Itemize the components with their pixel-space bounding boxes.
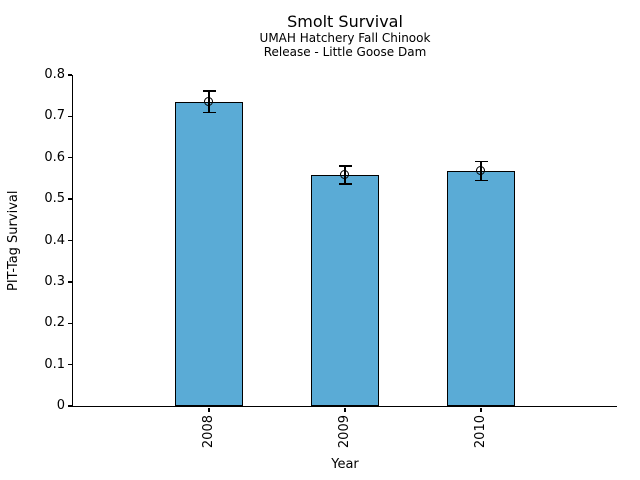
y-tick-mark <box>67 363 72 366</box>
y-tick-mark <box>67 198 72 200</box>
y-tick-mark <box>67 74 72 76</box>
error-bar-cap-bottom <box>202 111 216 114</box>
y-tick-mark <box>67 322 72 324</box>
y-axis: 0 0.1 0.2 0.3 0.4 0.5 0.6 0.7 0.8 <box>0 67 65 413</box>
x-axis: 2008 2009 2010 <box>73 407 617 457</box>
error-bar-cap-top <box>202 90 216 92</box>
error-bar-cap-top <box>338 165 352 167</box>
y-axis-spine <box>71 75 73 408</box>
bar-2009 <box>311 175 379 406</box>
y-tick-mark <box>67 281 72 283</box>
y-tick-label: 0.6 <box>44 149 65 165</box>
x-tick-mark <box>480 408 482 412</box>
y-tick-label: 0.4 <box>44 232 65 248</box>
error-bar-cap-bottom <box>338 183 352 185</box>
x-axis-label: Year <box>331 457 359 472</box>
error-bar-marker <box>204 96 214 106</box>
y-tick-mark <box>67 157 72 159</box>
x-tick-mark <box>344 408 346 412</box>
y-tick-label: 0.7 <box>44 108 65 124</box>
x-axis-spine <box>71 406 617 408</box>
bar-2010 <box>447 171 515 406</box>
error-bar-cap-bottom <box>474 179 488 182</box>
y-tick-mark <box>67 239 72 242</box>
y-tick-label: 0.3 <box>44 273 65 289</box>
x-tick-label: 2008 <box>200 415 216 449</box>
chart-title: Smolt Survival <box>287 12 403 31</box>
y-tick-label: 0.8 <box>44 67 65 82</box>
error-bar-marker <box>340 170 350 180</box>
x-tick-mark <box>208 408 210 412</box>
x-tick-label: 2009 <box>336 415 352 449</box>
y-tick-label: 0 <box>56 398 65 413</box>
plot-area <box>73 75 617 406</box>
y-tick-mark <box>67 405 72 407</box>
x-tick-label: 2010 <box>472 415 488 449</box>
chart-subtitle-line1: UMAH Hatchery Fall Chinook <box>259 31 431 45</box>
y-tick-label: 0.2 <box>44 315 65 331</box>
error-bar-cap-top <box>474 160 488 163</box>
y-tick-mark <box>67 115 72 118</box>
bar-2008 <box>175 101 243 406</box>
y-tick-label: 0.1 <box>44 356 65 372</box>
error-bar-marker <box>476 166 486 176</box>
chart-subtitle-line2: Release - Little Goose Dam <box>263 45 427 59</box>
y-tick-label: 0.5 <box>44 191 65 207</box>
